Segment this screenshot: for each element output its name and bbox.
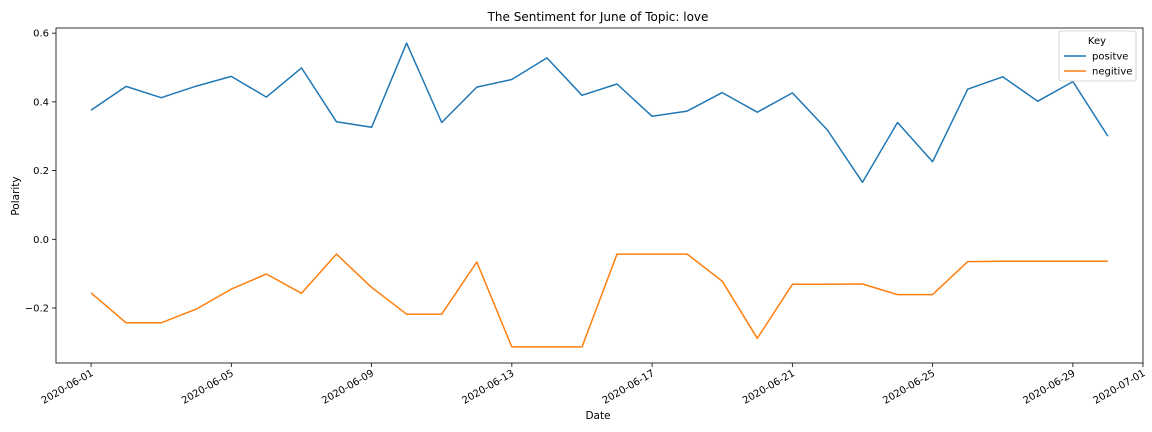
- y-tick-label: 0.2: [33, 166, 49, 177]
- x-tick-label: 2020-06-25: [881, 368, 937, 407]
- x-tick-label: 2020-06-13: [461, 368, 517, 407]
- y-tick-label: −0.2: [25, 304, 49, 315]
- y-tick-label: 0.6: [33, 29, 49, 40]
- x-axis: 2020-06-01 2020-06-05 2020-06-09 2020-06-13…: [40, 363, 1148, 407]
- legend-label-positve: positve: [1092, 52, 1128, 63]
- chart-title: The Sentiment for June of Topic: love: [487, 10, 709, 24]
- series-layer: [90, 42, 1109, 348]
- legend: Key positve negitive: [1058, 30, 1137, 82]
- x-tick-label: 2020-06-29: [1022, 368, 1078, 407]
- x-tick-label: 2020-06-05: [180, 368, 236, 407]
- series-line-positve: [90, 42, 1109, 184]
- legend-label-negitive: negitive: [1092, 67, 1132, 78]
- series-line-negitive: [90, 253, 1108, 348]
- x-tick-label: 2020-06-01: [40, 368, 96, 407]
- plot-frame: [55, 27, 1144, 364]
- legend-title: Key: [1088, 36, 1106, 47]
- y-axis-title: Polarity: [10, 176, 22, 215]
- x-axis-title: Date: [585, 410, 610, 422]
- y-tick-label: 0.4: [33, 97, 49, 108]
- y-tick-label: 0.0: [33, 235, 49, 246]
- x-tick-label: 2020-06-17: [601, 368, 657, 407]
- y-axis: −0.2 0.0 0.2 0.4 0.6: [25, 29, 56, 315]
- x-tick-label: 2020-06-09: [320, 368, 376, 407]
- legend-box: [1058, 30, 1137, 82]
- x-tick-label: 2020-06-21: [741, 368, 797, 407]
- x-tick-label: 2020-07-01: [1092, 368, 1148, 407]
